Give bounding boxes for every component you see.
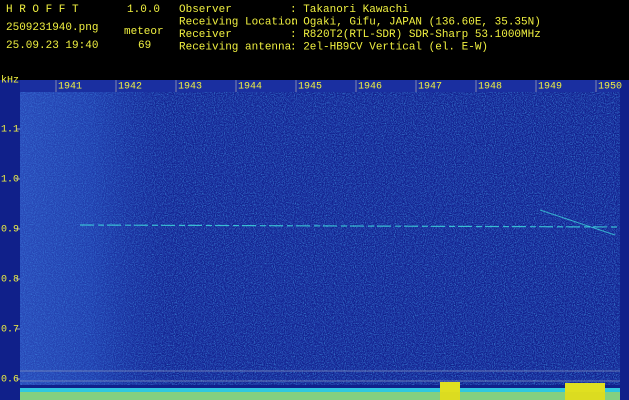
freq-label: 1.0 — [1, 175, 19, 186]
datetime: 25.09.23 19:40 — [6, 40, 98, 52]
freq-label: 0.8 — [1, 275, 19, 286]
field-value: : 2el-HB9CV Vertical (el. E-W) — [290, 41, 488, 53]
time-label: 1943 — [178, 82, 202, 93]
freq-label: 0.9 — [1, 225, 19, 236]
field-label: Receiving antenna — [179, 41, 292, 53]
field-value: : R820T2(RTL-SDR) SDR-Sharp 53.1000MHz — [290, 29, 541, 41]
field-value: : Takanori Kawachi — [290, 4, 409, 16]
field-value: : Ogaki, Gifu, JAPAN (136.60E, 35.35N) — [290, 16, 541, 28]
header-bg — [0, 0, 629, 80]
spectrogram-shade — [20, 92, 620, 385]
y-unit: kHz — [1, 75, 19, 87]
field-label: Receiving Location — [179, 16, 298, 28]
time-label: 1946 — [358, 82, 382, 93]
time-label: 1950 — [598, 82, 622, 93]
field-label: Receiver — [179, 29, 232, 41]
app-version: 1.0.0 — [127, 4, 160, 16]
count: 69 — [138, 40, 151, 52]
meteor-echo — [539, 209, 616, 236]
app-name: H R O F F T — [6, 4, 79, 16]
time-label: 1948 — [478, 82, 502, 93]
time-label: 1949 — [538, 82, 562, 93]
time-label: 1945 — [298, 82, 322, 93]
freq-label: 0.6 — [1, 375, 19, 386]
time-label: 1947 — [418, 82, 442, 93]
field-label: Observer — [179, 4, 232, 16]
time-label: 1942 — [118, 82, 142, 93]
time-axis-bg — [20, 80, 620, 92]
freq-label: 0.7 — [1, 325, 19, 336]
time-label: 1944 — [238, 82, 262, 93]
meteor-echo-line — [79, 224, 621, 228]
file-name: 2509231940.png — [6, 22, 98, 34]
level-noise — [20, 392, 620, 400]
time-label: 1941 — [58, 82, 82, 93]
freq-label: 1.1 — [1, 125, 19, 136]
mode: meteor — [124, 26, 164, 38]
